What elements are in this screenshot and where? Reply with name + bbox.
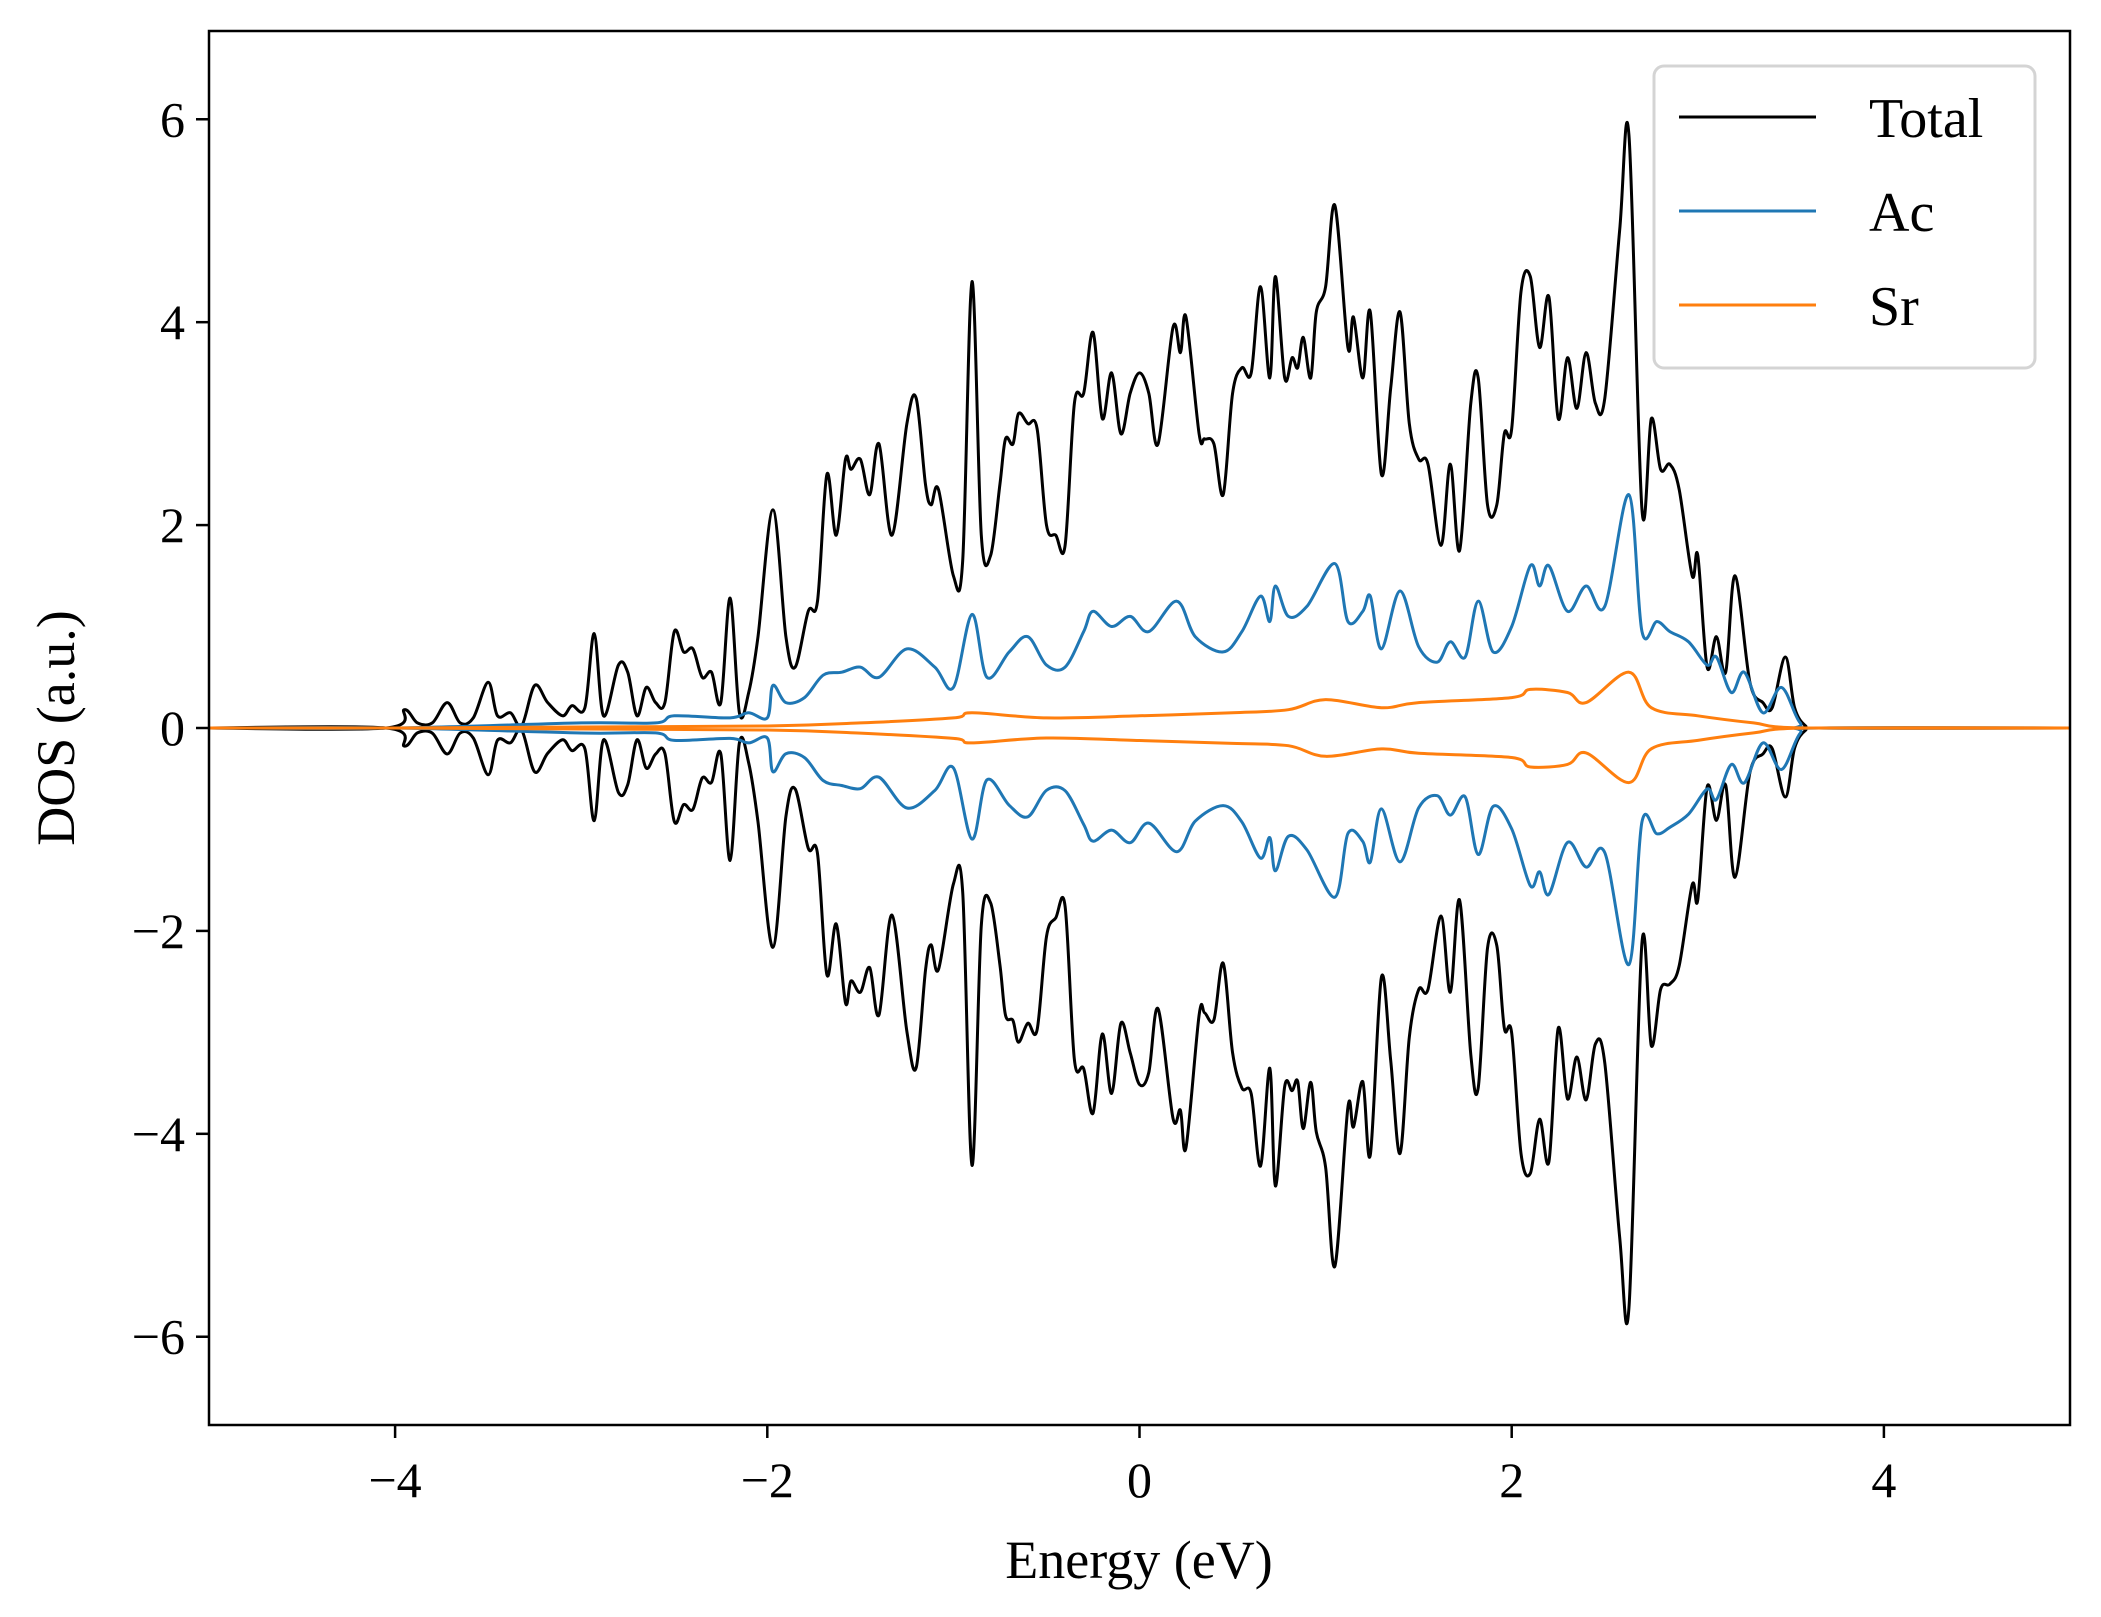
series-total-spin-up-line [209,121,2070,731]
series-layer [209,121,2070,1326]
y-axis-ticks: −6 −4 −2 0 2 4 6 [132,91,209,1365]
x-tick-label: 4 [1871,1452,1896,1508]
x-axis-label: Energy (eV) [1005,1530,1272,1590]
y-tick-label: 4 [160,294,185,350]
x-axis-ticks: −4 −2 0 2 4 [368,1425,1896,1508]
legend-sr-label: Sr [1869,276,1919,338]
legend-ac-label: Ac [1869,182,1934,244]
legend-frame [1652,64,2037,370]
y-tick-label: −2 [132,903,185,959]
x-tick-label: 2 [1499,1452,1524,1508]
y-tick-label: 6 [160,91,185,147]
y-tick-label: −4 [132,1106,185,1162]
x-tick-label: −4 [368,1452,421,1508]
series-sr-spin-down-line [209,726,2070,785]
y-tick-label: 0 [160,700,185,756]
series-ac-spin-down-line [209,726,2070,967]
series-ac-spin-up-line [209,493,2070,730]
legend: Total Ac Sr [1652,64,2037,370]
x-tick-label: −2 [741,1452,794,1508]
y-tick-label: −6 [132,1309,185,1365]
y-axis-label: DOS (a.u.) [26,610,86,845]
series-sr-spin-up-line [209,670,2070,730]
y-tick-label: 2 [160,497,185,553]
series-total-spin-down-line [209,725,2070,1326]
legend-total-label: Total [1869,88,1983,150]
x-tick-label: 0 [1127,1452,1152,1508]
